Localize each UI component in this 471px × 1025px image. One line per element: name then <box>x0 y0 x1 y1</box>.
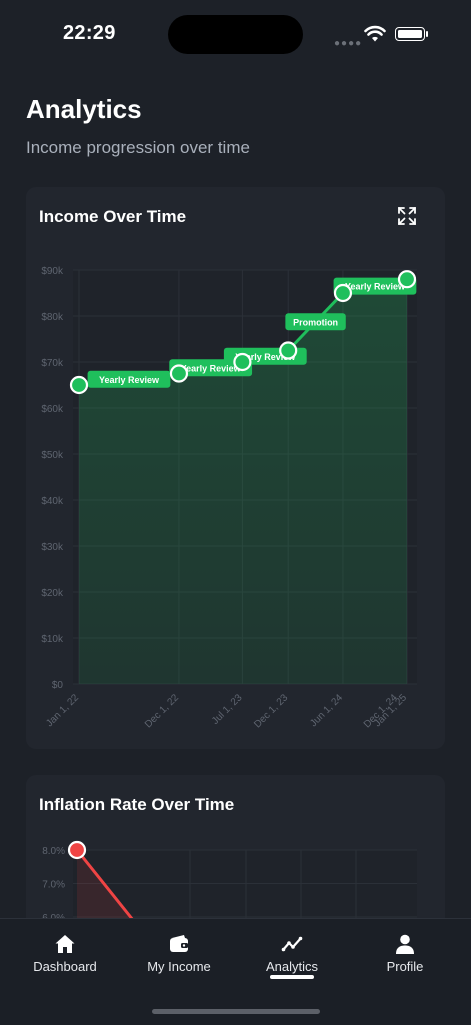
bottom-tab-bar: Dashboard My Income Analytics Profile <box>0 918 471 1025</box>
trending-icon <box>281 936 303 952</box>
page-subtitle: Income progression over time <box>26 138 250 157</box>
milestone-label: Promotion <box>285 313 346 331</box>
y-tick-label: $30k <box>41 542 64 553</box>
active-tab-indicator <box>270 975 314 979</box>
tab-profile[interactable]: Profile <box>350 933 460 974</box>
status-bar: 22:29 ●●●● <box>0 0 471 70</box>
inflation-line <box>75 848 139 927</box>
page-title: Analytics <box>26 94 142 124</box>
inflation-chart-title: Inflation Rate Over Time <box>39 795 235 814</box>
milestone-badge <box>87 370 171 388</box>
data-point <box>67 840 87 860</box>
data-point <box>279 341 298 360</box>
y-tick-label: $40k <box>41 496 64 507</box>
y-tick-label: $90k <box>41 266 64 277</box>
x-tick-label: Jun 1, 24 <box>308 692 345 729</box>
tab-label: Analytics <box>265 959 319 974</box>
x-tick-label: Dec 1, 22 <box>143 692 181 730</box>
tab-dashboard[interactable]: Dashboard <box>10 933 120 974</box>
milestone-badge <box>333 277 417 295</box>
data-point <box>69 375 89 395</box>
milestone-text: Yearly Review <box>345 282 406 292</box>
y-tick-label: 7.0% <box>42 880 65 891</box>
income-chart-card: $0 $10k $20k $30k $40k $50k $60k $70k $80k $90k Ja… <box>26 187 445 749</box>
milestone-label: Yearly Review <box>333 277 417 295</box>
x-tick-label: Dec 1, 23 <box>252 692 290 730</box>
data-point <box>233 352 252 372</box>
y-tick-label: $50k <box>41 450 64 461</box>
person-icon <box>396 934 414 954</box>
milestone-text: Yearly Review <box>99 375 160 385</box>
milestone-text: Yearly Review <box>235 352 296 362</box>
wifi-icon <box>364 25 386 42</box>
y-tick-label: $70k <box>41 358 64 369</box>
status-time: 22:29 <box>63 22 116 44</box>
y-tick-label: $0 <box>52 680 64 691</box>
x-tick-label: Jan 1, 22 <box>44 692 81 729</box>
y-tick-label: $20k <box>41 588 64 599</box>
milestone-text: Promotion <box>293 317 338 327</box>
tab-label: My Income <box>147 959 211 974</box>
data-point <box>397 270 417 289</box>
dynamic-island <box>168 15 303 54</box>
tab-label: Profile <box>386 959 424 974</box>
data-point <box>169 364 189 383</box>
home-indicator <box>152 1009 320 1014</box>
y-tick-label: $10k <box>41 634 64 645</box>
y-tick-label: $60k <box>41 404 64 415</box>
battery-tip <box>426 31 428 37</box>
cellular-signal-icon: ●●●● <box>334 38 363 49</box>
tab-analytics[interactable]: Analytics <box>237 933 347 974</box>
data-point <box>333 283 353 303</box>
expand-icon[interactable] <box>396 205 418 227</box>
wallet-icon <box>170 935 188 952</box>
home-icon <box>55 935 75 953</box>
milestone-label: Yearly Review <box>87 370 171 388</box>
milestone-text: Yearly Review <box>181 363 242 373</box>
y-tick-label: $80k <box>41 312 64 323</box>
tab-label: Dashboard <box>33 959 97 974</box>
x-tick-label: Jul 1, 23 <box>210 692 245 727</box>
milestone-badge <box>285 313 346 331</box>
income-chart-title: Income Over Time <box>39 207 187 226</box>
tab-my-income[interactable]: My Income <box>124 933 234 974</box>
battery-icon <box>395 27 425 41</box>
income-chart[interactable]: $0 $10k $20k $30k $40k $50k $60k $70k $80k $90k Ja… <box>26 187 445 749</box>
y-tick-label: 8.0% <box>42 846 65 857</box>
